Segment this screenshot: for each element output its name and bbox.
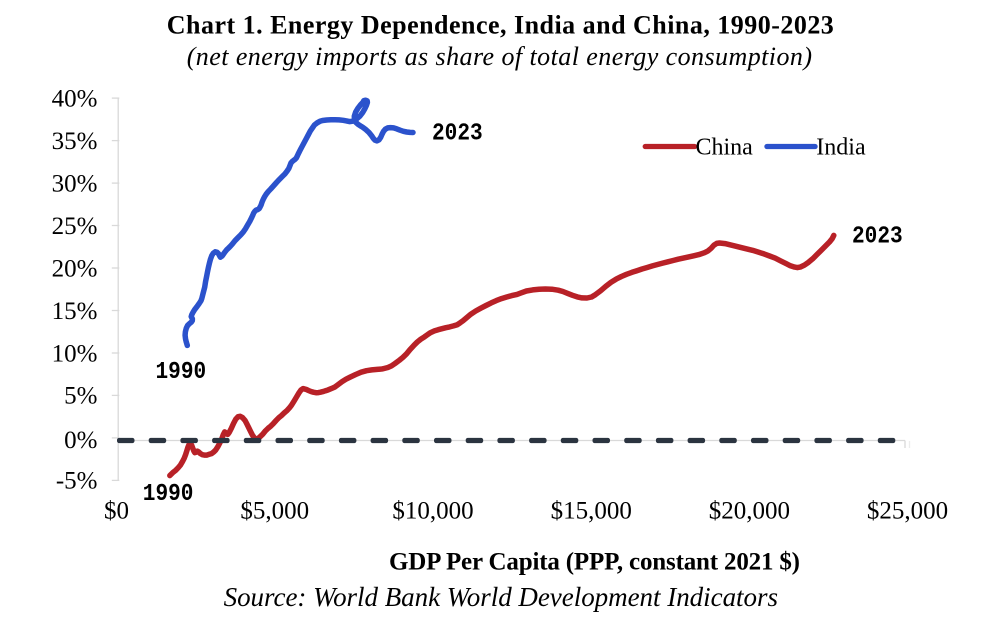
svg-text:1990: 1990 [156,358,207,386]
svg-text:Chart 1. Energy Dependence, In: Chart 1. Energy Dependence, India and Ch… [167,11,834,40]
svg-text:-5%: -5% [56,468,98,495]
svg-text:35%: 35% [52,128,98,155]
svg-text:25%: 25% [52,213,98,240]
svg-text:India: India [816,135,866,161]
svg-text:30%: 30% [52,170,98,197]
svg-text:China: China [696,135,754,161]
svg-text:0%: 0% [64,427,97,454]
svg-text:$15,000: $15,000 [551,498,632,525]
svg-text:Source: World Bank World Devel: Source: World Bank World Development Ind… [224,582,778,612]
svg-text:5%: 5% [64,383,97,410]
svg-text:20%: 20% [52,255,98,282]
svg-text:2023: 2023 [432,120,483,148]
svg-text:$25,000: $25,000 [867,498,948,525]
svg-text:2023: 2023 [852,222,903,250]
svg-text:(net energy imports as share o: (net energy imports as share of total en… [187,42,812,71]
svg-text:$20,000: $20,000 [709,498,790,525]
svg-text:10%: 10% [52,340,98,367]
svg-text:$10,000: $10,000 [392,498,473,525]
svg-text:$5,000: $5,000 [240,498,309,525]
svg-text:1990: 1990 [143,480,194,508]
svg-text:GDP Per Capita (PPP, constant: GDP Per Capita (PPP, constant 2021 $) [389,549,800,576]
svg-text:15%: 15% [52,298,98,325]
svg-text:$0: $0 [104,498,129,525]
svg-text:40%: 40% [52,85,98,112]
